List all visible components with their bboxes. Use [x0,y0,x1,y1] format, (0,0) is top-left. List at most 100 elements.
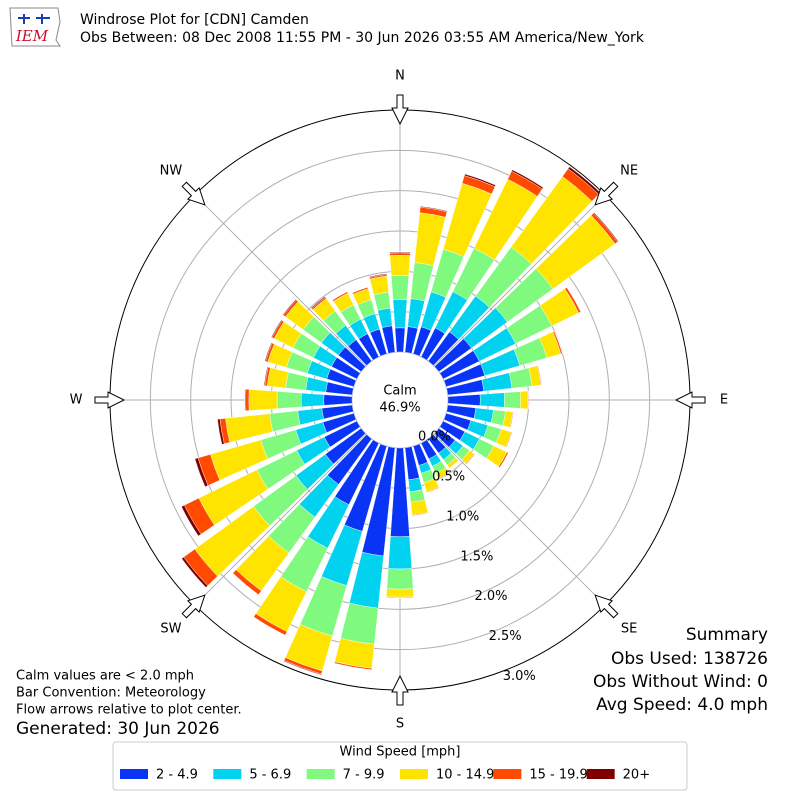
flow-arrow [94,391,126,409]
wind-bar-segment [181,556,208,588]
wind-bar-segment [389,251,411,254]
summary-line: Obs Used: 138726 [611,649,768,669]
grid-spoke [194,433,367,606]
chart-subtitle: Obs Between: 08 Dec 2008 11:55 PM - 30 J… [80,30,645,46]
wind-bar-segment [554,331,563,354]
radial-tick-label: 0.5% [432,469,465,484]
wind-bar-segment [520,390,529,410]
legend-label: 2 - 4.9 [156,768,198,783]
flow-arrow [181,594,206,619]
direction-label: SW [160,622,181,637]
summary-line: Obs Without Wind: 0 [593,672,768,692]
calm-value: 46.9% [379,401,420,416]
summary-title: Summary [686,625,768,645]
wind-bar-segment [271,319,283,338]
summary-line: Avg Speed: 4.0 mph [596,695,768,715]
wind-bar-segment [282,299,297,316]
legend-swatch [120,769,148,779]
wind-bar-segment [511,169,544,190]
wind-bar-segment [392,299,408,329]
wind-bar-segment [244,388,247,412]
wind-bar-segment [181,504,202,537]
wind-bar-segment [217,418,225,445]
wind-bar-segment [466,454,475,465]
legend-box [112,741,688,791]
wind-bar-segment [263,366,269,387]
wind-bar-segment [369,273,388,278]
direction-label: SE [621,622,637,637]
radial-tick-label: 2.0% [474,589,507,604]
wind-bar-segment [503,391,521,409]
legend-label: 5 - 6.9 [249,768,291,783]
wind-bar-segment [389,252,411,256]
flow-arrow [391,94,409,126]
legend-label: 20+ [623,768,650,783]
radial-tick-label: 2.5% [489,629,522,644]
wind-bar-segment [276,391,302,409]
direction-label: N [395,69,405,84]
wind-bar-segment [387,536,413,570]
legend-swatch [306,769,335,779]
wind-bar-segment [479,392,505,408]
radial-tick-label: 1.0% [446,509,479,524]
legend-swatch [586,769,615,779]
wind-bar-segment [194,457,209,488]
wind-bar-segment [300,392,325,408]
flow-arrow [594,594,619,619]
legend-swatch [213,769,242,779]
wind-bar-segment [264,342,273,362]
radial-tick-label: 1.5% [460,549,493,564]
wind-bar-segment [310,296,326,309]
wind-bar-segment [386,568,414,590]
wind-bar-segment [412,512,429,517]
logo-text: IEM [15,27,49,45]
chart-title: Windrose Plot for [CDN] Camden [80,12,309,28]
legend-label: 15 - 19.9 [529,768,587,783]
wind-bar-segment [332,291,348,301]
legend-label: 10 - 14.9 [436,768,494,783]
legend-swatch [493,769,522,779]
flow-arrow [391,674,409,706]
radial-tick-label: 0.0% [418,430,451,445]
note: Flow arrows relative to plot center. [16,703,242,718]
wind-bar-segment [389,255,411,276]
generated-label: Generated: 30 Jun 2026 [16,719,220,739]
direction-label: NE [620,163,638,178]
direction-label: S [396,717,404,732]
logo: IEM [9,7,61,47]
direction-label: W [70,393,83,408]
calm-circle [352,352,448,448]
wind-bar-segment [420,206,448,212]
legend: 2 - 4.9 5 - 6.9 7 - 9.9 10 - 14.9 15 - 19.9 2… [120,768,650,783]
direction-label: NW [160,163,183,178]
wind-bar-segment [245,389,250,411]
plot-area: N NE E SE S SW W NW Calm 46.9% 0.0% 0.5% 1.0% 1.5% 2.0… [70,69,729,732]
wind-bar-segment [248,389,278,411]
direction-label: E [720,393,728,408]
grid-spoke [433,433,606,606]
legend-swatch [400,769,428,779]
note: Calm values are < 2.0 mph [16,669,194,684]
grid-spoke [433,194,606,367]
calm-label: Calm [383,384,416,399]
wind-bar-segment [394,327,406,353]
flow-arrow [674,391,706,409]
logo-mark [18,14,50,24]
wind-bar-segment [391,275,409,301]
flow-arrow [594,181,619,206]
legend-label: 7 - 9.9 [343,768,385,783]
wind-bar-segment [593,212,619,243]
radial-tick-label: 3.0% [503,669,536,684]
grid-spoke [194,194,367,367]
wind-bar-segment [537,365,542,386]
wind-bar-segment [386,588,414,598]
wind-bar-segment [323,394,353,406]
flow-arrow [181,181,206,206]
wind-bar-segment [438,473,450,480]
wind-bar-segment [283,660,322,676]
wind-bar-segment [464,173,496,187]
note: Bar Convention: Meteorology [16,686,206,701]
legend-title: Wind Speed [mph] [340,745,461,760]
